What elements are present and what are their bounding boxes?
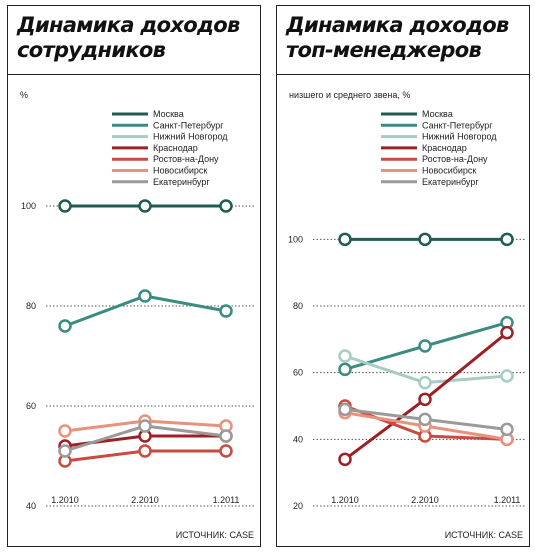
y-unit-label: % bbox=[20, 90, 28, 100]
x-tick-label: 1.2011 bbox=[213, 495, 240, 505]
x-tick-label: 1.2010 bbox=[51, 495, 79, 505]
title-line-1: Динамика доходов bbox=[17, 13, 240, 37]
y-tick-label: 60 bbox=[26, 401, 36, 411]
data-point-санкт-петербург bbox=[138, 289, 152, 303]
data-point-санкт-петербург bbox=[219, 304, 233, 318]
y-tick-label: 100 bbox=[21, 201, 36, 211]
chart-panel-staff: Динамика доходов сотрудников % 40 60 80 100… bbox=[7, 5, 261, 547]
data-point-екатеринбург bbox=[219, 429, 233, 443]
data-point-санкт-петербург bbox=[58, 319, 72, 333]
y-tick-label: 40 bbox=[293, 434, 303, 444]
data-point-краснодар bbox=[418, 392, 432, 407]
legend-label: Санкт-Петербург bbox=[153, 120, 224, 130]
legend-label: Ростов-на-Дону bbox=[153, 154, 219, 164]
line-chart-staff: % 40 60 80 100 1.2010 2.2010 1.2011 МоскваСанкт… bbox=[20, 90, 256, 511]
x-tick-label: 1.2011 bbox=[494, 495, 521, 505]
title-line-2: сотрудников bbox=[17, 38, 166, 62]
x-tick-label: 2.2010 bbox=[131, 495, 159, 505]
title-divider bbox=[277, 74, 529, 75]
legend-label: Москва bbox=[153, 109, 184, 119]
data-point-нижний-новгород bbox=[418, 375, 432, 390]
data-point-краснодар bbox=[338, 452, 352, 467]
legend-label: Ростов-на-Дону bbox=[422, 154, 488, 164]
legend-label: Новосибирск bbox=[422, 166, 476, 176]
data-point-москва bbox=[338, 232, 352, 247]
legend-label: Екатеринбург bbox=[153, 177, 210, 187]
y-tick-label: 100 bbox=[288, 234, 303, 244]
data-point-санкт-петербург bbox=[338, 362, 352, 377]
data-point-екатеринбург bbox=[138, 419, 152, 433]
y-tick-label: 60 bbox=[293, 368, 303, 378]
data-point-екатеринбург bbox=[58, 444, 72, 458]
data-point-краснодар bbox=[500, 325, 514, 340]
data-point-нижний-новгород bbox=[338, 349, 352, 363]
data-point-ростов-на-дону bbox=[219, 444, 233, 458]
source-note: ИСТОЧНИК: CASE bbox=[444, 530, 523, 540]
line-chart-managers: низшего и среднего звена, % 20 40 60 80 100 1… bbox=[288, 90, 525, 511]
legend-label: Санкт-Петербург bbox=[422, 120, 493, 130]
chart-title: Динамика доходов сотрудников bbox=[17, 13, 257, 63]
data-point-нижний-новгород bbox=[500, 369, 514, 383]
x-tick-label: 1.2010 bbox=[331, 495, 359, 505]
data-point-ростов-на-дону bbox=[138, 444, 152, 458]
data-point-москва bbox=[138, 199, 152, 213]
chart-title: Динамика доходов топ-менеджеров bbox=[286, 13, 526, 63]
chart-subtitle: низшего и среднего звена, % bbox=[289, 90, 410, 100]
y-tick-label: 40 bbox=[26, 501, 36, 511]
data-point-москва bbox=[58, 199, 72, 213]
chart-panel-managers: Динамика доходов топ-менеджеров низшего … bbox=[276, 5, 530, 547]
legend-label: Екатеринбург bbox=[422, 177, 479, 187]
y-tick-label: 80 bbox=[26, 301, 36, 311]
data-point-москва bbox=[418, 232, 432, 247]
y-tick-label: 20 bbox=[293, 501, 303, 511]
title-line-2: топ-менеджеров bbox=[286, 38, 482, 62]
legend-label: Краснодар bbox=[153, 143, 198, 153]
data-point-москва bbox=[219, 199, 233, 213]
data-point-санкт-петербург bbox=[418, 339, 432, 353]
data-point-новосибирск bbox=[58, 424, 72, 438]
legend-label: Нижний Новгород bbox=[153, 132, 228, 142]
title-divider bbox=[8, 74, 260, 75]
data-point-екатеринбург bbox=[338, 402, 352, 417]
x-tick-label: 2.2010 bbox=[411, 495, 439, 505]
data-point-екатеринбург bbox=[500, 422, 514, 437]
legend-label: Нижний Новгород bbox=[422, 132, 497, 142]
data-point-екатеринбург bbox=[418, 412, 432, 427]
legend-label: Москва bbox=[422, 109, 453, 119]
legend-label: Краснодар bbox=[422, 143, 467, 153]
title-line-1: Динамика доходов bbox=[286, 13, 509, 37]
source-note: ИСТОЧНИК: CASE bbox=[175, 530, 254, 540]
data-point-москва bbox=[500, 232, 514, 247]
legend-label: Новосибирск bbox=[153, 166, 207, 176]
y-tick-label: 80 bbox=[293, 301, 303, 311]
